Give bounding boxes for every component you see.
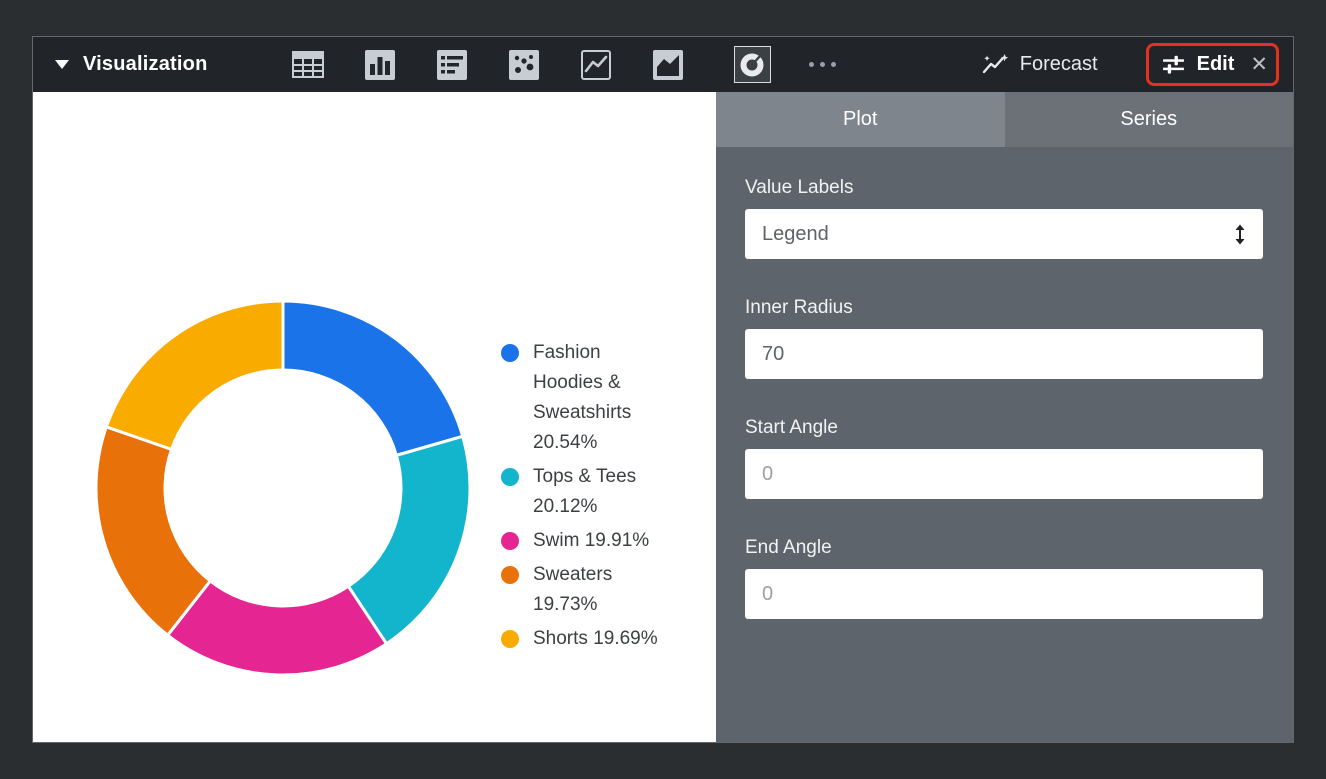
value-labels-select[interactable]: Legend	[745, 209, 1263, 259]
forecast-sparkle-icon	[982, 53, 1008, 73]
legend-swatch	[501, 344, 519, 362]
inner-radius-label: Inner Radius	[745, 297, 853, 318]
visualization-toolbar: Visualization	[33, 37, 1293, 92]
legend-item[interactable]: Swim 19.91%	[501, 526, 669, 556]
donut-segment[interactable]	[281, 299, 465, 457]
caret-down-icon	[55, 60, 69, 69]
inner-radius-input[interactable]	[745, 329, 1263, 379]
bar-chart-icon[interactable]	[416, 49, 488, 80]
chart-panel: Fashion Hoodies & Sweatshirts 20.54% Tops…	[33, 92, 716, 742]
start-angle-input[interactable]	[745, 449, 1263, 499]
column-chart-icon[interactable]	[344, 49, 416, 80]
settings-panel: Plot Series Value Labels Legend	[716, 92, 1293, 742]
tab-plot[interactable]: Plot	[716, 92, 1005, 147]
legend-item[interactable]: Fashion Hoodies & Sweatshirts 20.54%	[501, 338, 669, 458]
edit-button[interactable]: Edit	[1161, 50, 1235, 79]
chart-type-icon-row	[272, 46, 844, 83]
value-labels-field: Value Labels Legend	[745, 177, 1263, 259]
inner-radius-field: Inner Radius	[745, 297, 1263, 379]
donut-segment[interactable]	[94, 425, 212, 637]
legend-label: Swim 19.91%	[533, 530, 650, 551]
settings-tabs: Plot Series	[716, 92, 1293, 147]
legend-item[interactable]: Sweaters 19.73%	[501, 560, 669, 620]
value-labels-selected-value: Legend	[762, 222, 829, 245]
legend-swatch	[501, 630, 519, 648]
start-angle-field: Start Angle	[745, 417, 1263, 499]
area-chart-icon[interactable]	[632, 49, 704, 80]
close-icon[interactable]: ✕	[1250, 53, 1268, 76]
scatter-icon[interactable]	[488, 49, 560, 80]
legend-label: Tops & Tees 20.12%	[533, 466, 637, 517]
donut-chart	[94, 299, 472, 677]
table-icon[interactable]	[272, 51, 344, 78]
tune-icon	[1162, 55, 1184, 74]
window-content: Fashion Hoodies & Sweatshirts 20.54% Tops…	[33, 92, 1293, 742]
donut-segment[interactable]	[104, 299, 285, 451]
end-angle-field: End Angle	[745, 537, 1263, 619]
legend-swatch	[501, 532, 519, 550]
toolbar-title: Visualization	[83, 53, 208, 75]
end-angle-label: End Angle	[745, 537, 832, 558]
chart-legend: Fashion Hoodies & Sweatshirts 20.54% Tops…	[501, 338, 669, 658]
legend-label: Shorts 19.69%	[533, 628, 658, 649]
plot-settings-body: Value Labels Legend Inner Radius	[716, 147, 1293, 619]
legend-swatch	[501, 566, 519, 584]
more-options-icon[interactable]	[801, 52, 844, 77]
forecast-button[interactable]: Forecast	[981, 53, 1098, 77]
start-angle-label: Start Angle	[745, 417, 838, 438]
value-labels-label: Value Labels	[745, 177, 854, 198]
edit-label: Edit	[1196, 53, 1235, 75]
forecast-label: Forecast	[1019, 53, 1098, 75]
legend-label: Fashion Hoodies & Sweatshirts 20.54%	[533, 342, 632, 453]
visualization-window: Visualization	[32, 36, 1294, 743]
legend-swatch	[501, 468, 519, 486]
legend-label: Sweaters 19.73%	[533, 564, 613, 615]
line-chart-icon[interactable]	[560, 49, 632, 80]
end-angle-input[interactable]	[745, 569, 1263, 619]
legend-item[interactable]: Tops & Tees 20.12%	[501, 462, 669, 522]
donut-chart-icon[interactable]	[733, 46, 771, 83]
updown-arrow-icon	[1235, 224, 1245, 244]
edit-highlight-annotation: Edit ✕	[1145, 43, 1279, 86]
tab-series[interactable]: Series	[1004, 92, 1293, 147]
visualization-collapse-toggle[interactable]: Visualization	[55, 53, 208, 76]
legend-item[interactable]: Shorts 19.69%	[501, 624, 669, 654]
